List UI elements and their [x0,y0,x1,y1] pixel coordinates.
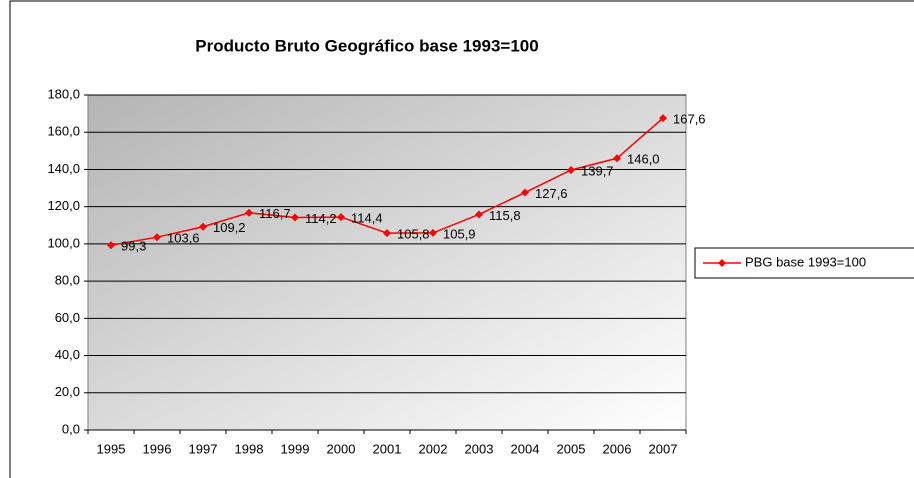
data-label: 105,8 [397,227,430,242]
data-point [153,233,161,242]
plot-area [87,94,687,431]
y-tick-label: 80,0 [55,273,80,288]
data-point [567,166,575,175]
data-label: 146,0 [627,152,660,167]
data-label: 167,6 [673,112,706,127]
data-point [475,210,483,219]
y-tick-label: 180,0 [47,86,80,101]
chart-title: Producto Bruto Geográfico base 1993=100 [195,36,538,55]
data-label: 114,4 [351,211,383,226]
y-tick-label: 0,0 [62,421,80,436]
y-tick-label: 100,0 [47,235,80,250]
x-tick-label: 2004 [511,441,540,456]
data-label: 139,7 [581,163,614,178]
y-tick-label: 40,0 [55,347,80,362]
data-label: 115,8 [489,208,521,223]
data-label: 105,9 [443,226,476,241]
data-point [245,208,253,217]
legend-marker [718,259,726,267]
data-point [383,229,391,238]
y-tick-label: 60,0 [55,310,80,325]
data-label: 127,6 [535,186,568,201]
data-point [429,228,437,237]
data-point [107,241,115,250]
data-point [521,188,529,197]
y-tick-label: 140,0 [47,161,80,176]
data-label: 99,3 [121,239,146,254]
x-tick-label: 1997 [189,441,218,456]
x-tick-label: 1999 [281,441,310,456]
x-tick-label: 2000 [327,441,356,456]
x-tick-label: 1996 [143,441,172,456]
x-tick-label: 2003 [465,441,494,456]
data-label: 116,7 [259,206,291,221]
y-tick-label: 160,0 [47,124,80,139]
data-label: 109,2 [213,220,246,235]
x-tick-label: 1998 [235,441,264,456]
x-tick-label: 1995 [97,441,126,456]
x-tick-label: 2007 [649,441,678,456]
y-tick-label: 20,0 [55,384,80,399]
x-tick-label: 2006 [603,441,632,456]
data-point [199,222,207,231]
data-point [337,213,345,222]
legend-label: PBG base 1993=100 [745,254,866,269]
x-tick-label: 2002 [419,441,448,456]
data-point [659,114,667,123]
data-label: 114,2 [305,211,337,226]
x-tick-label: 2005 [557,441,586,456]
x-tick-label: 2001 [373,441,402,456]
data-point [613,154,621,163]
data-label: 103,6 [167,231,200,246]
y-tick-label: 120,0 [47,198,80,213]
data-point [291,213,299,222]
